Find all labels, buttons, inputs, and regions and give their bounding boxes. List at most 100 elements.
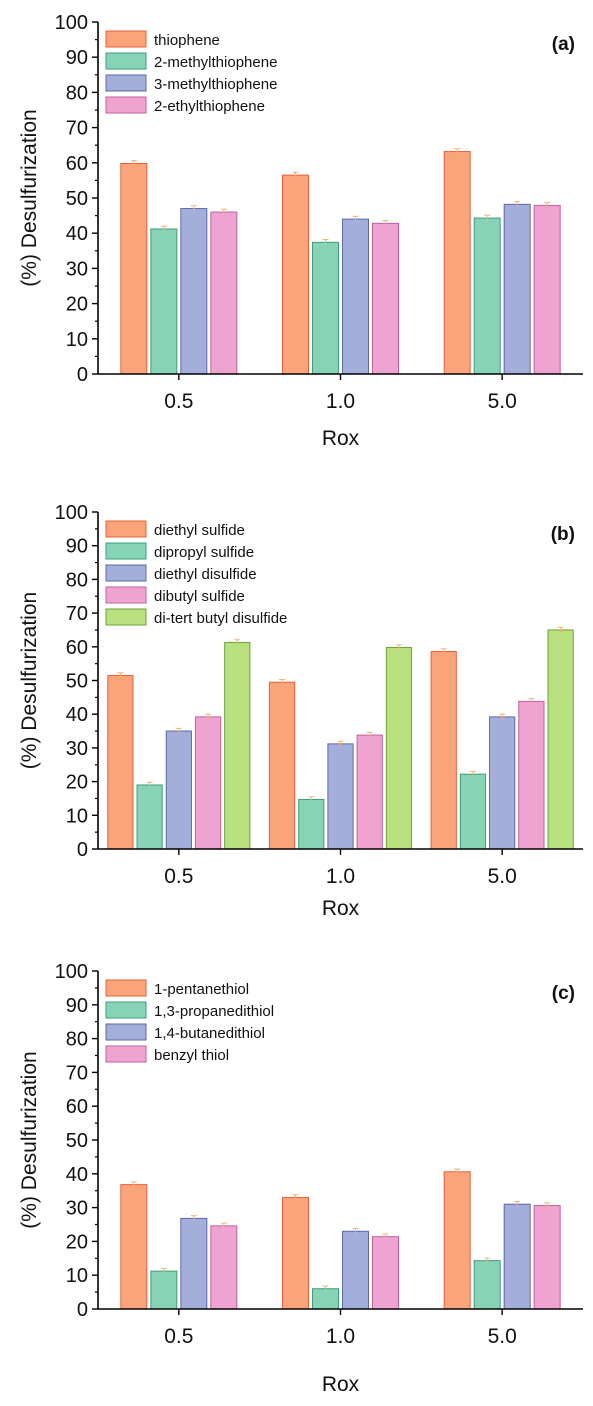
legend-label: 1,3-propanedithiol	[154, 1003, 274, 1020]
error-bar-4-2	[382, 220, 389, 227]
bar-4-3	[533, 204, 561, 375]
bar-3-3	[503, 203, 531, 375]
error-bar-1-3	[454, 1168, 461, 1175]
bar-3-2	[342, 1230, 369, 1310]
legend-item-4: dibutyl sulfide	[105, 586, 245, 605]
legend-swatch	[105, 1045, 147, 1063]
x-tick-label: 1.0	[326, 865, 355, 888]
y-tick-label: 10	[66, 1265, 88, 1287]
y-tick-label: 20	[66, 772, 88, 794]
y-tick-label: 80	[66, 82, 88, 104]
bar-1-3	[430, 651, 457, 850]
bar-1-2	[282, 1196, 309, 1310]
y-tick-label: 40	[66, 704, 88, 726]
error-bar-1-3	[454, 148, 461, 155]
legend-swatch	[105, 542, 147, 560]
legend-item-3: 3-methylthiophene	[105, 74, 277, 93]
x-tick-label: 5.0	[488, 1325, 517, 1348]
panel-label: (c)	[552, 983, 575, 1004]
error-bar-1-2	[292, 1194, 299, 1201]
legend-label: 3-methylthiophene	[154, 76, 277, 93]
y-axis-title: (%) Desulfurization	[18, 592, 41, 769]
bar-2-1	[150, 1270, 178, 1310]
y-tick-label: 30	[66, 738, 88, 760]
x-tick-label: 1.0	[326, 1325, 355, 1348]
legend-item-2: dipropyl sulfide	[105, 542, 254, 561]
legend-item-2: 2-methylthiophene	[105, 52, 277, 71]
x-tick-label: 0.5	[164, 1325, 193, 1348]
bar-4-1	[210, 211, 238, 375]
error-bar-1-2	[279, 678, 286, 685]
legend-swatch	[105, 30, 147, 48]
legend-item-4: 2-ethylthiophene	[105, 96, 265, 115]
legend-label: dipropyl sulfide	[154, 544, 254, 561]
legend-swatch	[105, 564, 147, 582]
bar-5-3	[547, 629, 574, 850]
error-bar-1-1	[130, 1181, 137, 1188]
bar-2-1	[150, 228, 178, 375]
bar-3-2	[327, 743, 354, 850]
x-tick-label: 5.0	[488, 390, 517, 413]
bar-4-2	[356, 734, 383, 850]
y-tick-label: 30	[66, 1198, 88, 1220]
legend-label: 1,4-butanedithiol	[154, 1025, 265, 1042]
x-tick-label: 5.0	[488, 865, 517, 888]
error-bar-4-3	[544, 202, 551, 209]
y-tick-label: 10	[66, 329, 88, 351]
bar-5-2	[385, 646, 413, 850]
error-bar-3-1	[175, 727, 182, 734]
bar-4-1	[194, 716, 222, 850]
error-bar-3-2	[337, 740, 344, 747]
bar-1-3	[443, 151, 471, 375]
legend-label: 1-pentanethiol	[154, 981, 249, 998]
legend-label: thiophene	[154, 32, 220, 49]
x-axis-title: Rox	[322, 897, 360, 920]
y-tick-label: 30	[66, 258, 88, 280]
bar-2-3	[459, 773, 487, 850]
legend-item-4: benzyl thiol	[105, 1045, 229, 1064]
error-bar-2-2	[322, 1285, 329, 1292]
bar-2-2	[312, 241, 339, 375]
y-tick-label: 70	[66, 603, 88, 625]
legend-label: di-tert butyl disulfide	[154, 610, 287, 627]
error-bar-1-1	[130, 160, 137, 167]
legend-item-3: 1,4-butanedithiol	[105, 1023, 265, 1042]
legend-swatch	[105, 96, 147, 114]
legend-item-1: thiophene	[105, 30, 220, 49]
error-bar-1-2	[292, 171, 299, 178]
bar-1-2	[268, 681, 296, 850]
error-bar-3-3	[499, 713, 506, 720]
error-bar-1-3	[440, 648, 447, 655]
bar-2-2	[298, 798, 325, 850]
error-bar-2-1	[160, 1267, 167, 1274]
chart-panel-a: 0 10 20 30 40 50 60 70 80 90 100 0.5 1.0 5.0 Rox (%) De…	[18, 12, 583, 450]
bar-2-2	[312, 1288, 339, 1310]
y-tick-label: 20	[66, 294, 88, 316]
legend-item-1: diethyl sulfide	[105, 520, 245, 539]
legend-label: diethyl sulfide	[154, 522, 245, 539]
x-tick-label: 0.5	[164, 865, 193, 888]
y-tick-label: 90	[66, 47, 88, 69]
y-tick-label: 0	[77, 364, 88, 386]
y-axis-title: (%) Desulfurization	[18, 109, 41, 286]
bar-1-1	[107, 674, 134, 850]
error-bar-4-3	[528, 698, 535, 705]
x-axis-title: Rox	[322, 427, 360, 450]
error-bar-4-1	[220, 208, 227, 215]
y-tick-label: 80	[66, 569, 88, 591]
bar-4-2	[372, 222, 399, 375]
bar-3-1	[165, 730, 192, 850]
error-bar-1-1	[117, 672, 124, 679]
y-tick-label: 100	[55, 12, 88, 34]
bar-3-3	[503, 1203, 531, 1310]
error-bar-2-1	[146, 781, 153, 788]
bar-2-1	[136, 784, 163, 850]
legend-item-3: diethyl disulfide	[105, 564, 257, 583]
y-axis-title: (%) Desulfurization	[18, 1051, 41, 1228]
y-tick-label: 20	[66, 1231, 88, 1253]
error-bar-4-1	[220, 1222, 227, 1229]
error-bar-2-1	[160, 225, 167, 232]
x-tick-label: 1.0	[326, 390, 355, 413]
chart-panel-b: 0 10 20 30 40 50 60 70 80 90 100 0.5 1.0 5.0 Rox (%) De…	[18, 502, 583, 920]
error-bar-3-3	[514, 1201, 521, 1207]
